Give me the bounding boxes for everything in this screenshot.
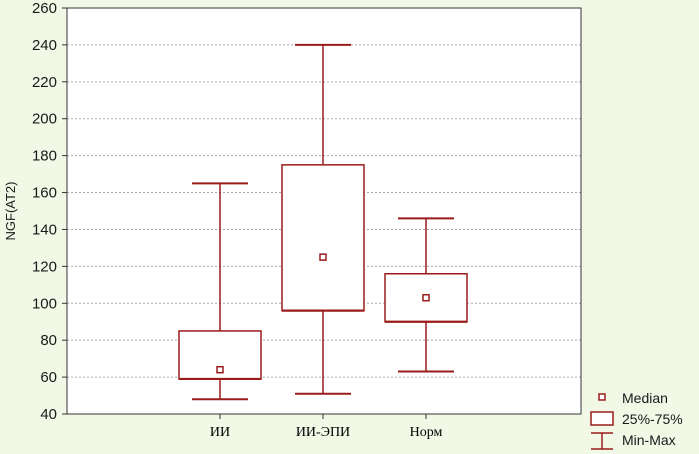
- legend-median-symbol: [598, 393, 606, 401]
- legend-label-whisker: Min-Max: [622, 432, 676, 448]
- median-marker: [422, 293, 430, 302]
- plot-frame: [66, 7, 582, 415]
- y-tick-label: 220: [32, 74, 57, 91]
- legend: Median 25%-75% Min-Max: [590, 390, 683, 450]
- y-tick-label: 140: [32, 221, 57, 238]
- median-marker: [319, 253, 327, 261]
- y-tick-label: 120: [32, 258, 57, 275]
- x-category-label: ИИ-ЭПИ: [296, 425, 350, 440]
- median-marker: [216, 365, 224, 374]
- box-group-1: [178, 182, 262, 401]
- legend-label-median: Median: [622, 390, 668, 406]
- y-axis-title: NGF(AT2): [3, 182, 18, 241]
- y-tick-label: 240: [32, 37, 57, 54]
- legend-label-box: 25%-75%: [622, 411, 683, 427]
- y-tick-label: 40: [40, 406, 57, 423]
- y-tick-label: 200: [32, 111, 57, 128]
- iqr-box: [281, 164, 365, 312]
- y-tick-label: 260: [32, 0, 57, 17]
- box-group-3: [384, 217, 468, 373]
- x-category-label: ИИ: [210, 425, 230, 440]
- y-tick-label: 160: [32, 185, 57, 202]
- y-tick-label: 180: [32, 148, 57, 165]
- y-tick-label: 60: [40, 369, 57, 386]
- y-tick-label: 100: [32, 295, 57, 312]
- x-category-label: Норм: [410, 425, 443, 440]
- box-group-2: [281, 43, 365, 395]
- legend-box-symbol: [590, 411, 614, 426]
- y-tick-label: 80: [40, 332, 57, 349]
